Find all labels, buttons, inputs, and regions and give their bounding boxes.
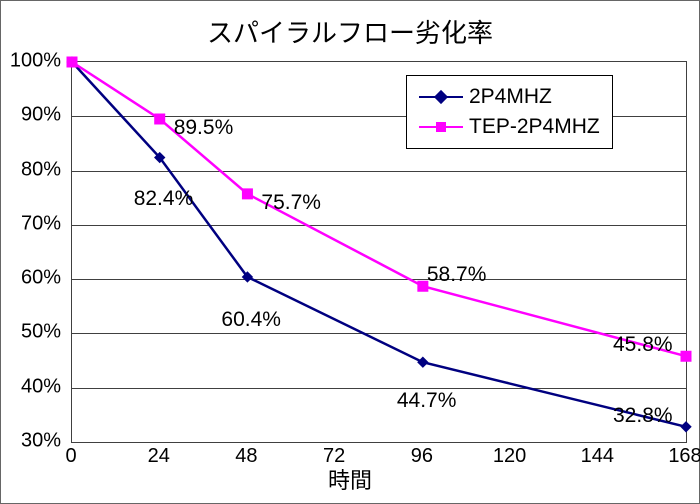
data-label: 32.8% [613, 404, 673, 428]
series-marker [418, 357, 428, 367]
x-tick-label: 0 [65, 445, 76, 468]
legend-label: TEP-2P4MHZ [469, 115, 600, 139]
x-tick-label: 96 [411, 445, 433, 468]
data-label: 44.7% [397, 389, 457, 413]
x-tick-label: 48 [235, 445, 257, 468]
y-tick-label: 60% [1, 267, 61, 290]
chart-frame: スパイラルフロー劣化率 時間 2P4MHZTEP-2P4MHZ 30%40%50… [0, 0, 700, 504]
x-tick-label: 72 [323, 445, 345, 468]
data-label: 60.4% [221, 308, 281, 332]
data-label: 75.7% [261, 191, 321, 215]
data-label: 45.8% [613, 333, 673, 357]
legend-marker-icon [436, 122, 446, 132]
legend: 2P4MHZ TEP-2P4MHZ [406, 75, 613, 149]
x-tick-label: 24 [148, 445, 170, 468]
y-tick-label: 40% [1, 375, 61, 398]
series-marker [681, 351, 691, 361]
x-tick-label: 144 [581, 445, 614, 468]
legend-marker-icon [434, 90, 448, 104]
y-tick-label: 90% [1, 104, 61, 127]
series-marker [155, 114, 165, 124]
y-tick-label: 100% [1, 50, 61, 73]
data-label: 58.7% [427, 263, 487, 287]
x-tick-label: 168 [668, 445, 700, 468]
y-tick-label: 70% [1, 212, 61, 235]
legend-line-icon [419, 126, 463, 129]
series-marker [67, 57, 77, 67]
series-marker [242, 189, 252, 199]
y-tick-label: 80% [1, 158, 61, 181]
x-tick-label: 120 [493, 445, 526, 468]
data-label: 82.4% [134, 187, 194, 211]
chart-title: スパイラルフロー劣化率 [1, 13, 699, 50]
data-label: 89.5% [174, 116, 234, 140]
legend-item: TEP-2P4MHZ [417, 112, 602, 142]
legend-line-icon [419, 96, 463, 99]
legend-label: 2P4MHZ [469, 85, 552, 109]
series-marker [681, 422, 691, 432]
y-tick-label: 30% [1, 430, 61, 453]
legend-item: 2P4MHZ [417, 82, 602, 112]
y-tick-label: 50% [1, 321, 61, 344]
